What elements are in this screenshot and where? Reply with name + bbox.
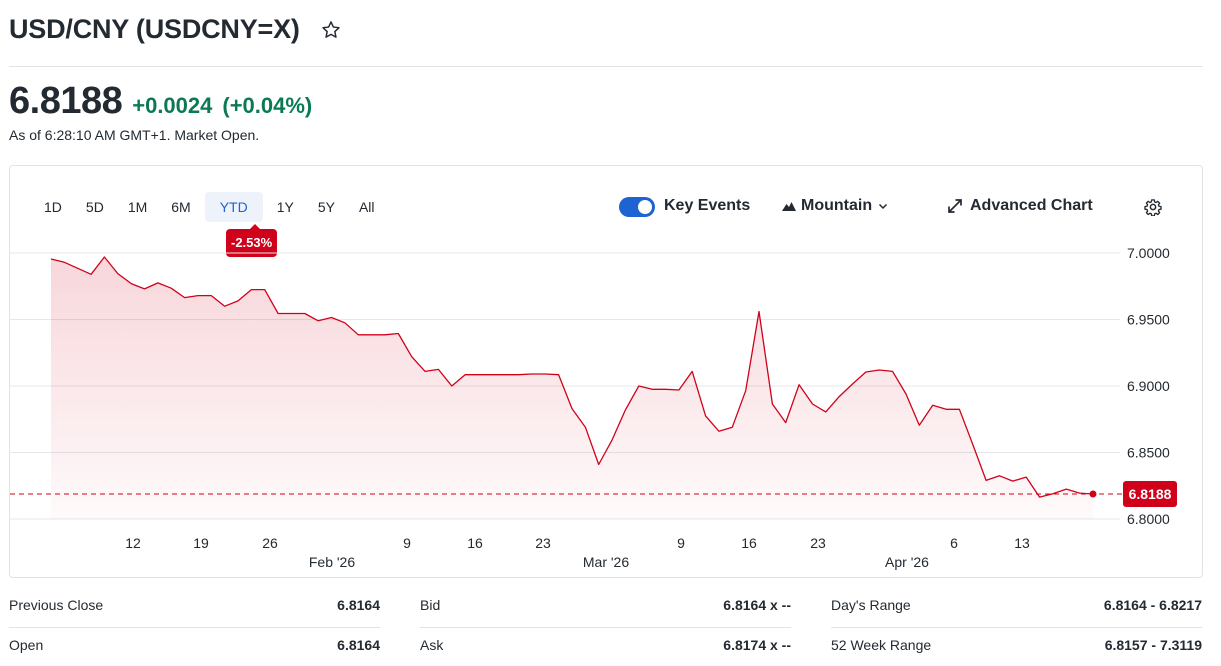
y-tick-label: 7.0000 — [1127, 245, 1170, 261]
key-events-label[interactable]: Key Events — [664, 197, 751, 214]
x-tick-day: 9 — [677, 535, 685, 551]
quote-price-row: 6.8188 +0.0024 (+0.04%) — [9, 80, 312, 123]
range-5d[interactable]: 5D — [85, 199, 104, 215]
x-tick-month: Feb '26 — [309, 554, 355, 570]
price-change-percent: (+0.04%) — [222, 93, 313, 118]
price-chart[interactable]: 7.0000 6.9500 6.9000 6.8500 6.8000 6.8188 12 19… — [10, 166, 1202, 577]
stat-value: 6.8174 x -- — [723, 637, 791, 653]
range-all[interactable]: All — [358, 199, 375, 215]
x-tick-day: 26 — [262, 535, 278, 551]
current-price-tag — [1123, 480, 1177, 507]
stat-value: 6.8164 x -- — [723, 597, 791, 613]
range-6m[interactable]: 6M — [171, 199, 191, 215]
area-fill — [51, 257, 1093, 519]
stat-value: 6.8157 - 7.3119 — [1104, 637, 1202, 653]
price-change: +0.0024 — [132, 93, 213, 118]
range-change-badge: -2.53% — [226, 224, 278, 257]
x-tick-day: 19 — [193, 535, 209, 551]
page-title: USD/CNY (USDCNY=X) — [9, 14, 300, 44]
y-tick-label: 6.8000 — [1127, 511, 1170, 527]
chart-type-dropdown[interactable]: Mountain — [782, 197, 893, 215]
chevron-down-icon — [879, 203, 888, 210]
expand-icon — [948, 199, 962, 213]
x-tick-month: Mar '26 — [583, 554, 629, 570]
stat-label: Bid — [420, 597, 441, 613]
title-row: USD/CNY (USDCNY=X) — [9, 14, 342, 45]
range-selector: 1D 5D 1M 6M YTD 1Y 5Y All — [34, 192, 389, 222]
x-tick-day: 23 — [535, 535, 551, 551]
x-tick-day: 16 — [741, 535, 757, 551]
stat-label: Open — [9, 637, 44, 653]
key-events-toggle[interactable] — [619, 197, 655, 217]
x-tick-month: Apr '26 — [885, 554, 929, 570]
range-1d[interactable]: 1D — [44, 199, 62, 215]
x-tick-day: 23 — [810, 535, 826, 551]
header-divider — [9, 66, 1203, 67]
stat-row: Previous Close 6.8164 — [9, 588, 380, 628]
stat-row: Open 6.8164 — [9, 628, 380, 666]
star-outline-icon[interactable] — [320, 19, 342, 41]
x-tick-day: 16 — [467, 535, 483, 551]
stat-value: 6.8164 — [337, 597, 380, 613]
y-tick-label: 6.9000 — [1127, 378, 1170, 394]
gear-icon[interactable] — [1144, 198, 1162, 221]
stat-row: Ask 6.8174 x -- — [420, 628, 791, 666]
x-tick-day: 13 — [1014, 535, 1030, 551]
stat-row: 52 Week Range 6.8157 - 7.3119 — [831, 628, 1202, 666]
stats-column-3: Day's Range 6.8164 - 6.8217 52 Week Rang… — [831, 588, 1202, 666]
current-price-label: 6.8188 — [1129, 486, 1172, 502]
stats-column-1: Previous Close 6.8164 Open 6.8164 — [9, 588, 380, 666]
y-tick-label: 6.9500 — [1127, 312, 1170, 328]
current-price-dot — [1089, 490, 1097, 498]
current-price: 6.8188 — [9, 80, 123, 122]
x-tick-day: 9 — [403, 535, 411, 551]
y-tick-label: 6.8500 — [1127, 445, 1170, 461]
mountain-icon — [782, 202, 796, 211]
stat-value: 6.8164 — [337, 637, 380, 653]
range-1y[interactable]: 1Y — [276, 199, 294, 215]
stat-label: Ask — [420, 637, 444, 653]
advanced-chart-label: Advanced Chart — [970, 197, 1093, 214]
stat-row: Bid 6.8164 x -- — [420, 588, 791, 628]
toggle-knob — [638, 200, 652, 214]
x-tick-day: 12 — [125, 535, 141, 551]
stat-label: Day's Range — [831, 597, 911, 613]
chart-card: 1D 5D 1M 6M YTD 1Y 5Y All -2.53% Key Eve… — [9, 165, 1203, 578]
stats-column-2: Bid 6.8164 x -- Ask 6.8174 x -- — [420, 588, 791, 666]
stat-label: Previous Close — [9, 597, 104, 613]
stat-value: 6.8164 - 6.8217 — [1103, 597, 1202, 613]
market-status-text: As of 6:28:10 AM GMT+1. Market Open. — [9, 127, 260, 143]
range-ytd[interactable]: YTD — [204, 192, 263, 222]
x-tick-day: 6 — [950, 535, 958, 551]
stat-row: Day's Range 6.8164 - 6.8217 — [831, 588, 1202, 628]
price-line — [50, 256, 1094, 498]
range-1m[interactable]: 1M — [127, 199, 148, 215]
stat-label: 52 Week Range — [831, 637, 932, 653]
chart-type-label: Mountain — [801, 197, 873, 214]
range-5y[interactable]: 5Y — [317, 199, 335, 215]
advanced-chart-button[interactable]: Advanced Chart — [947, 197, 1093, 215]
